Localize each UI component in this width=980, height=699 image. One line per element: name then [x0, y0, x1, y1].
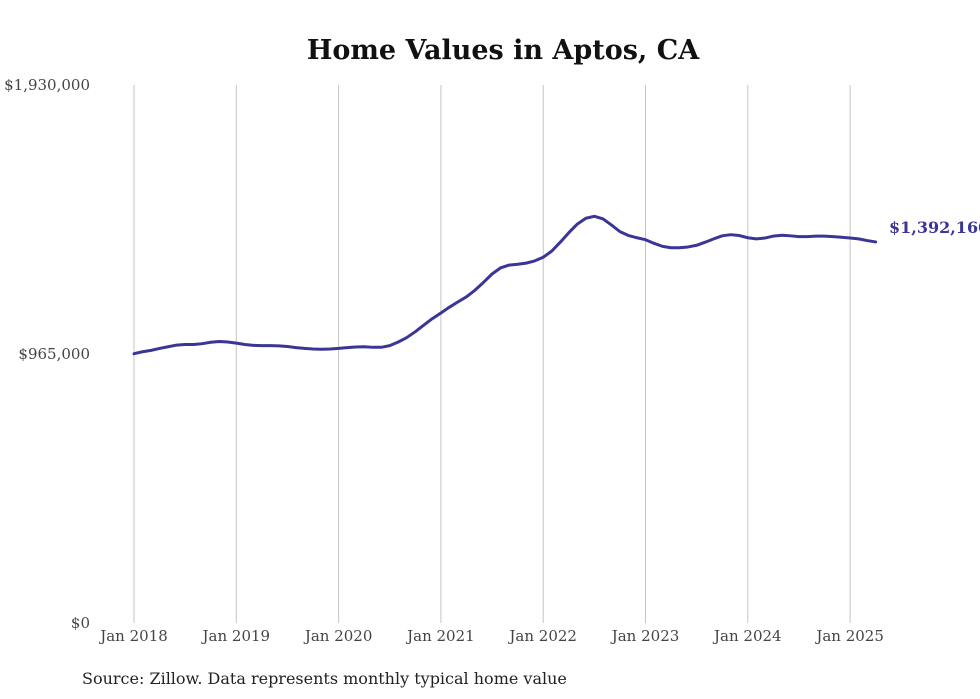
gridlines [133, 85, 851, 623]
x-tick-label: Jan 2019 [201, 627, 271, 645]
x-tick-label: Jan 2021 [405, 627, 475, 645]
series-group [132, 214, 878, 356]
chart-title: Home Values in Aptos, CA [307, 35, 700, 66]
x-tick-label: Jan 2020 [303, 627, 373, 645]
series-line [132, 214, 878, 356]
x-axis-ticks: Jan 2018 Jan 2019 Jan 2020 Jan 2021 Jan 2022… [98, 627, 884, 645]
x-tick-label: Jan 2018 [98, 627, 168, 645]
x-tick-label: Jan 2025 [814, 627, 884, 645]
y-tick-label: $0 [71, 614, 90, 632]
end-value-label: $1,392,160 [889, 218, 980, 237]
x-tick-label: Jan 2022 [507, 627, 577, 645]
y-axis-ticks: $0 $965,000 $1,930,000 [4, 76, 90, 632]
source-note: Source: Zillow. Data represents monthly … [82, 669, 567, 688]
y-tick-label: $1,930,000 [4, 76, 90, 94]
y-tick-label: $965,000 [18, 345, 90, 363]
x-tick-label: Jan 2024 [712, 627, 782, 645]
x-tick-label: Jan 2023 [610, 627, 680, 645]
